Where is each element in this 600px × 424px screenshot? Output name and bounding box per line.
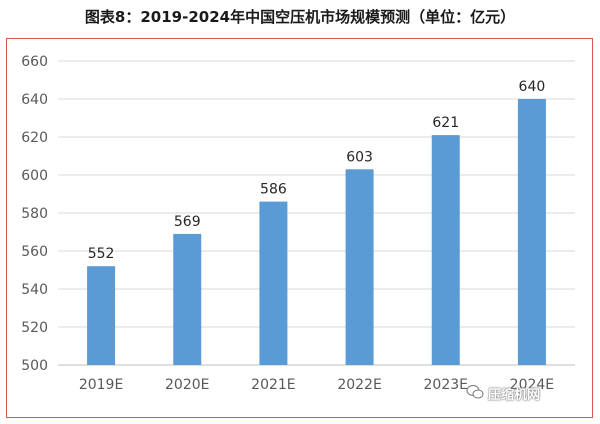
x-tick-label: 2021E <box>251 377 295 393</box>
x-tick-label: 2019E <box>79 377 123 393</box>
x-tick-label: 2024E <box>510 377 554 393</box>
bar-value-label: 621 <box>432 115 459 131</box>
y-tick-label: 640 <box>21 92 48 108</box>
y-tick-label: 620 <box>21 130 48 146</box>
chart-title: 图表8：2019-2024年中国空压机市场规模预测（单位：亿元） <box>84 8 516 26</box>
bar <box>259 201 288 365</box>
bar-value-label: 569 <box>174 214 201 230</box>
y-tick-label: 580 <box>21 206 48 222</box>
y-tick-label: 560 <box>21 244 48 260</box>
bar <box>87 266 116 365</box>
y-tick-label: 600 <box>21 168 48 184</box>
bar <box>345 169 374 365</box>
y-tick-label: 660 <box>21 54 48 70</box>
x-axis-ticks: 2019E 2020E 2021E 2022E 2023E 2024E <box>79 377 554 393</box>
bar <box>431 135 460 365</box>
bar-value-label: 603 <box>346 149 373 165</box>
y-tick-label: 520 <box>21 320 48 336</box>
x-tick-label: 2023E <box>424 377 468 393</box>
y-axis-ticks: 500 520 540 560 580 600 620 640 660 <box>21 54 48 374</box>
bar-value-label: 640 <box>519 79 546 95</box>
chart-frame <box>6 38 593 418</box>
y-tick-label: 540 <box>21 282 48 298</box>
bars <box>87 99 546 365</box>
x-tick-label: 2022E <box>337 377 381 393</box>
wechat-icon <box>466 385 484 399</box>
bar <box>173 233 202 365</box>
y-tick-label: 500 <box>21 358 48 374</box>
x-tick-label: 2020E <box>165 377 209 393</box>
watermark-text: 压缩机网 <box>488 388 541 403</box>
gridlines <box>58 60 575 366</box>
data-labels: 552 569 586 603 621 640 <box>88 79 546 262</box>
bar-value-label: 586 <box>260 182 287 198</box>
bar-value-label: 552 <box>88 246 115 262</box>
bar <box>517 99 546 365</box>
